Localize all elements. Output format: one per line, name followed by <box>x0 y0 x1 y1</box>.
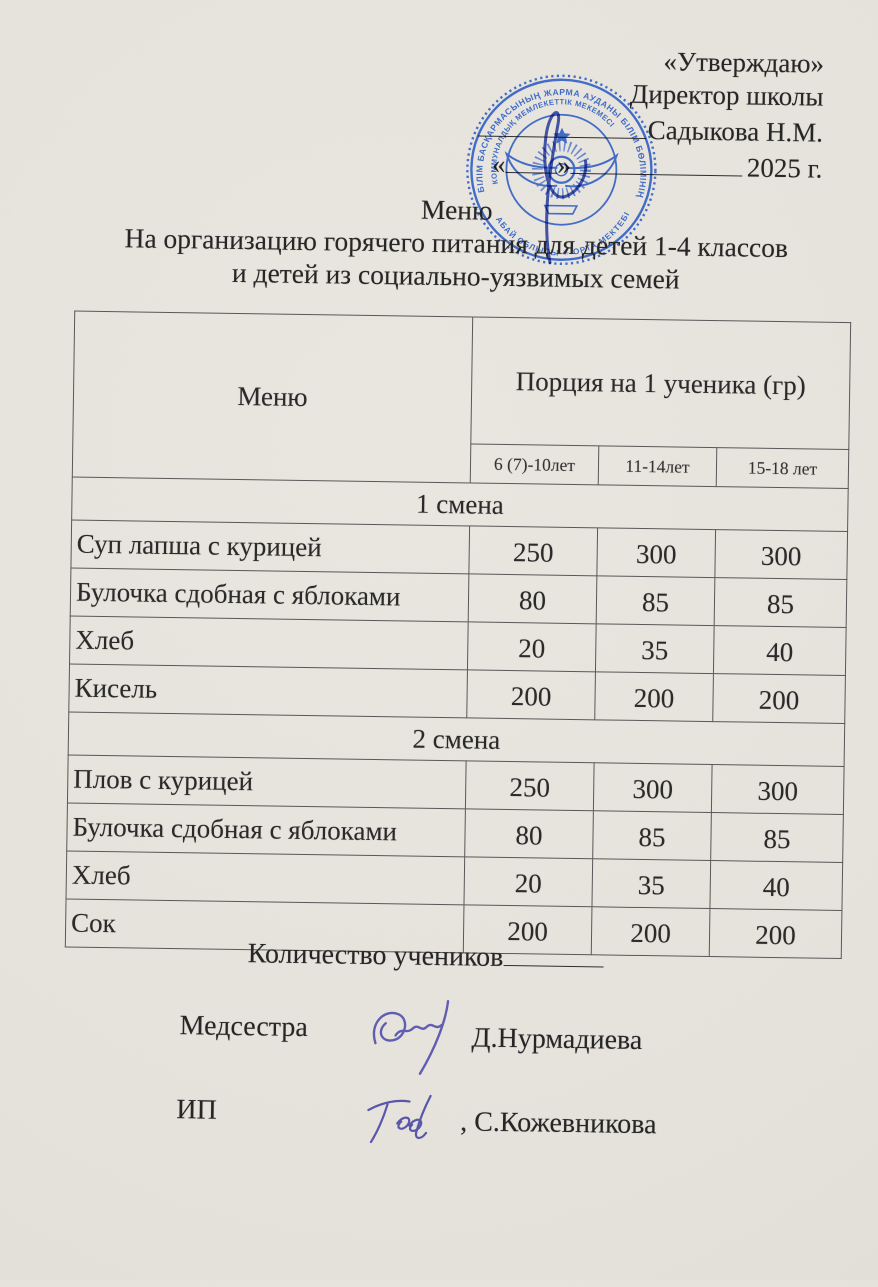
portion-header: Порция на 1 ученика (гр) <box>470 316 851 450</box>
age-header-1: 6 (7)-10лет <box>470 443 599 485</box>
age-header-3: 15-18 лет <box>716 447 849 489</box>
portion-cell: 300 <box>711 764 845 815</box>
portion-cell: 250 <box>468 525 598 576</box>
portion-cell: 85 <box>592 810 712 861</box>
stamp-right-wing <box>565 152 619 188</box>
portion-cell: 300 <box>714 529 848 580</box>
nurse-role-label: Медсестра <box>179 1010 309 1044</box>
menu-table: Меню Порция на 1 ученика (гр) 6 (7)-10ле… <box>65 311 851 959</box>
ip-role-label: ИП <box>176 1094 218 1126</box>
portion-cell: 85 <box>714 577 847 628</box>
stamp-inner-ring <box>505 113 618 226</box>
students-count-label: Количество учеников <box>247 938 504 973</box>
dish-cell: Хлеб <box>69 616 469 670</box>
pen-signature-over-stamp <box>543 111 588 265</box>
year-text: 2025 г. <box>746 152 823 184</box>
dish-cell: Кисель <box>68 664 468 718</box>
students-count-blank <box>503 936 604 968</box>
portion-cell: 80 <box>464 808 594 859</box>
portion-cell: 85 <box>596 575 715 626</box>
portion-cell: 35 <box>595 623 715 674</box>
stamp-outer-ring <box>470 78 653 261</box>
portion-cell: 20 <box>463 856 593 907</box>
portion-cell: 200 <box>591 906 710 957</box>
dish-cell: Плов с курицей <box>67 755 467 809</box>
portion-cell: 200 <box>594 671 714 722</box>
nurse-handwritten-signature <box>372 999 450 1075</box>
portion-cell: 250 <box>465 760 595 811</box>
age-header-2: 11-14лет <box>598 445 717 487</box>
dish-cell: Хлеб <box>66 850 465 905</box>
portion-cell: 40 <box>709 860 843 911</box>
portion-cell: 35 <box>591 858 711 909</box>
ip-handwritten-signature <box>367 1094 432 1144</box>
portion-cell: 40 <box>713 625 847 676</box>
portion-cell: 200 <box>709 908 842 959</box>
portion-cell: 85 <box>710 812 844 863</box>
table-header-row: Меню Порция на 1 ученика (гр) <box>72 311 851 483</box>
portion-cell: 200 <box>712 673 846 724</box>
stamp-ornament-ring <box>466 74 657 265</box>
school-round-stamp-seal: БІЛІМ БАСҚАРМАСЫНЫҢ ЖАРМА АУДАНЫ БІЛІМ Б… <box>460 68 657 265</box>
dish-cell: Булочка сдобная с яблоками <box>66 802 466 857</box>
menu-column-header: Меню <box>72 311 473 483</box>
portion-cell: 20 <box>467 621 597 672</box>
dish-cell: Суп лапша с курицей <box>70 520 470 574</box>
portion-cell: 300 <box>593 762 713 813</box>
portion-cell: 200 <box>466 669 596 720</box>
students-count-line: Количество учеников <box>247 933 604 975</box>
ip-name: , С.Кожевникова <box>460 1106 657 1141</box>
stamp-star <box>553 127 571 144</box>
nurse-name: Д.Нурмадиева <box>471 1022 643 1057</box>
portion-cell: 300 <box>596 527 716 578</box>
portion-cell: 80 <box>468 573 597 624</box>
stamp-left-wing <box>504 151 558 187</box>
dish-cell: Булочка сдобная с яблоками <box>70 568 469 622</box>
document-title-block: Меню На организацию горячего питания для… <box>17 187 878 299</box>
